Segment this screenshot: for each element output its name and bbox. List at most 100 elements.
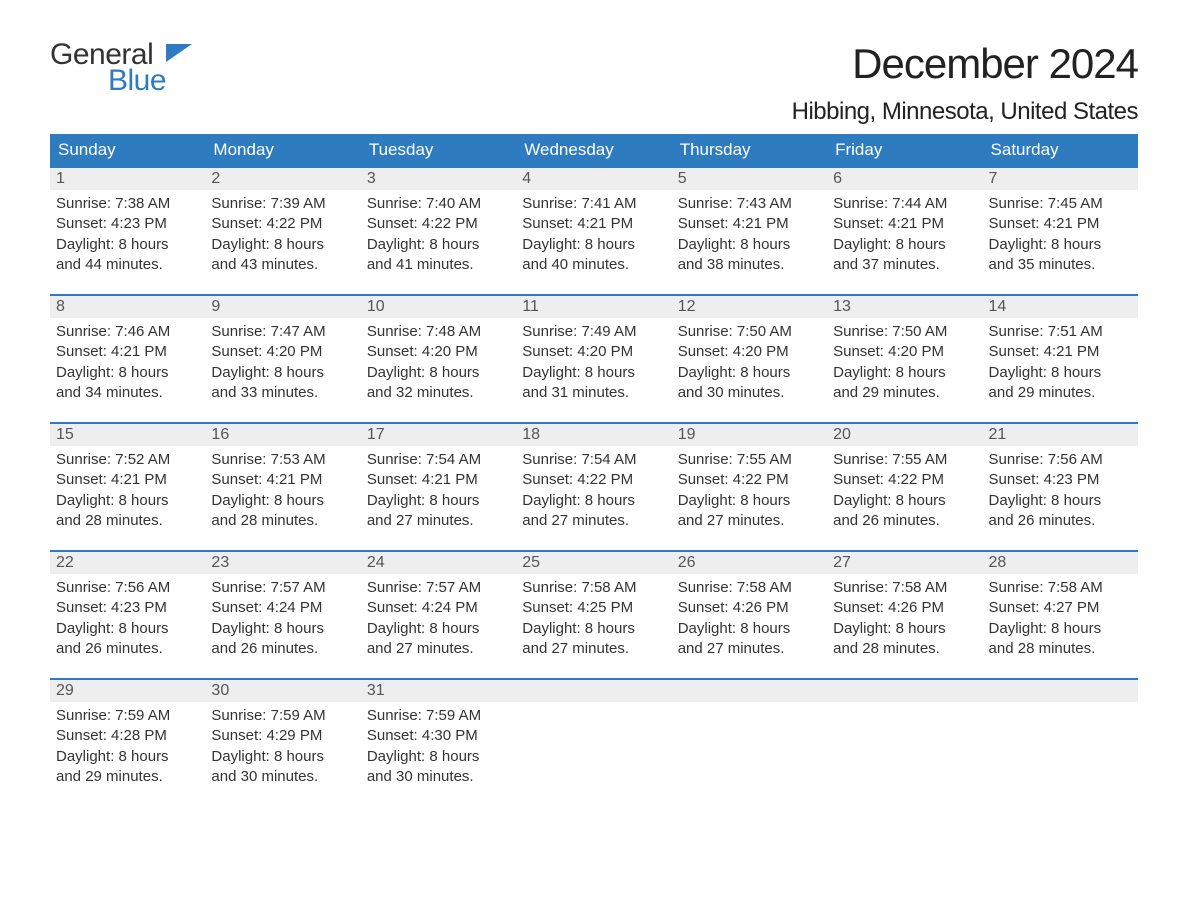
calendar-day: 20Sunrise: 7:55 AMSunset: 4:22 PMDayligh… [827, 424, 982, 536]
day-number: 30 [211, 682, 229, 699]
sunrise-text: Sunrise: 7:54 AM [367, 450, 510, 470]
daylight-line2: and 35 minutes. [989, 255, 1132, 275]
sunrise-text: Sunrise: 7:50 AM [678, 322, 821, 342]
weekday-header-row: SundayMondayTuesdayWednesdayThursdayFrid… [50, 134, 1138, 166]
sunset-text: Sunset: 4:26 PM [678, 598, 821, 618]
day-body: Sunrise: 7:53 AMSunset: 4:21 PMDaylight:… [205, 446, 360, 535]
sunset-text: Sunset: 4:22 PM [522, 470, 665, 490]
day-body: Sunrise: 7:56 AMSunset: 4:23 PMDaylight:… [50, 574, 205, 663]
daylight-line2: and 32 minutes. [367, 383, 510, 403]
daylight-line1: Daylight: 8 hours [522, 363, 665, 383]
sunset-text: Sunset: 4:20 PM [678, 342, 821, 362]
day-number-row [827, 680, 982, 702]
daylight-line2: and 27 minutes. [367, 511, 510, 531]
day-number: 3 [367, 170, 376, 187]
daylight-line1: Daylight: 8 hours [989, 619, 1132, 639]
day-number-row: 10 [361, 296, 516, 318]
calendar-day: 26Sunrise: 7:58 AMSunset: 4:26 PMDayligh… [672, 552, 827, 664]
calendar-day: 31Sunrise: 7:59 AMSunset: 4:30 PMDayligh… [361, 680, 516, 792]
daylight-line1: Daylight: 8 hours [678, 363, 821, 383]
weekday-sunday: Sunday [50, 134, 205, 166]
calendar-day: 9Sunrise: 7:47 AMSunset: 4:20 PMDaylight… [205, 296, 360, 408]
calendar-day: 8Sunrise: 7:46 AMSunset: 4:21 PMDaylight… [50, 296, 205, 408]
day-body: Sunrise: 7:49 AMSunset: 4:20 PMDaylight:… [516, 318, 671, 407]
day-number-row: 6 [827, 168, 982, 190]
daylight-line2: and 27 minutes. [522, 511, 665, 531]
daylight-line1: Daylight: 8 hours [833, 491, 976, 511]
calendar-day: 4Sunrise: 7:41 AMSunset: 4:21 PMDaylight… [516, 168, 671, 280]
daylight-line1: Daylight: 8 hours [56, 235, 199, 255]
day-number: 23 [211, 554, 229, 571]
daylight-line2: and 30 minutes. [367, 767, 510, 787]
daylight-line1: Daylight: 8 hours [522, 619, 665, 639]
sunset-text: Sunset: 4:20 PM [522, 342, 665, 362]
day-number: 19 [678, 426, 696, 443]
daylight-line1: Daylight: 8 hours [678, 491, 821, 511]
day-number: 20 [833, 426, 851, 443]
sunset-text: Sunset: 4:21 PM [367, 470, 510, 490]
day-number: 25 [522, 554, 540, 571]
day-number-row: 18 [516, 424, 671, 446]
day-number: 1 [56, 170, 65, 187]
calendar-day: 2Sunrise: 7:39 AMSunset: 4:22 PMDaylight… [205, 168, 360, 280]
weekday-wednesday: Wednesday [516, 134, 671, 166]
sunset-text: Sunset: 4:20 PM [211, 342, 354, 362]
daylight-line2: and 41 minutes. [367, 255, 510, 275]
calendar: SundayMondayTuesdayWednesdayThursdayFrid… [50, 134, 1138, 792]
day-number-row: 25 [516, 552, 671, 574]
sunrise-text: Sunrise: 7:59 AM [56, 706, 199, 726]
day-number-row [516, 680, 671, 702]
calendar-day: 29Sunrise: 7:59 AMSunset: 4:28 PMDayligh… [50, 680, 205, 792]
sunset-text: Sunset: 4:22 PM [367, 214, 510, 234]
weekday-monday: Monday [205, 134, 360, 166]
day-body: Sunrise: 7:47 AMSunset: 4:20 PMDaylight:… [205, 318, 360, 407]
day-body: Sunrise: 7:57 AMSunset: 4:24 PMDaylight:… [361, 574, 516, 663]
sunrise-text: Sunrise: 7:51 AM [989, 322, 1132, 342]
day-body: Sunrise: 7:56 AMSunset: 4:23 PMDaylight:… [983, 446, 1138, 535]
calendar-day: 11Sunrise: 7:49 AMSunset: 4:20 PMDayligh… [516, 296, 671, 408]
sunset-text: Sunset: 4:21 PM [833, 214, 976, 234]
daylight-line2: and 27 minutes. [678, 639, 821, 659]
sunset-text: Sunset: 4:22 PM [678, 470, 821, 490]
daylight-line1: Daylight: 8 hours [56, 363, 199, 383]
week-row: 15Sunrise: 7:52 AMSunset: 4:21 PMDayligh… [50, 422, 1138, 536]
sunset-text: Sunset: 4:21 PM [56, 470, 199, 490]
day-body: Sunrise: 7:58 AMSunset: 4:25 PMDaylight:… [516, 574, 671, 663]
day-body: Sunrise: 7:58 AMSunset: 4:26 PMDaylight:… [672, 574, 827, 663]
day-number-row: 13 [827, 296, 982, 318]
day-number-row: 3 [361, 168, 516, 190]
calendar-day: 17Sunrise: 7:54 AMSunset: 4:21 PMDayligh… [361, 424, 516, 536]
sunset-text: Sunset: 4:27 PM [989, 598, 1132, 618]
calendar-day: 30Sunrise: 7:59 AMSunset: 4:29 PMDayligh… [205, 680, 360, 792]
calendar-day: 15Sunrise: 7:52 AMSunset: 4:21 PMDayligh… [50, 424, 205, 536]
calendar-day: 6 Sunrise: 7:44 AMSunset: 4:21 PMDaylight… [827, 168, 982, 280]
sunrise-text: Sunrise: 7:48 AM [367, 322, 510, 342]
day-number: 12 [678, 298, 696, 315]
calendar-day-empty [516, 680, 671, 792]
daylight-line1: Daylight: 8 hours [833, 619, 976, 639]
month-title: December 2024 [792, 40, 1138, 88]
day-number: 29 [56, 682, 74, 699]
daylight-line1: Daylight: 8 hours [211, 747, 354, 767]
calendar-day: 1Sunrise: 7:38 AMSunset: 4:23 PMDaylight… [50, 168, 205, 280]
day-body: Sunrise: 7:40 AMSunset: 4:22 PMDaylight:… [361, 190, 516, 279]
day-number-row: 12 [672, 296, 827, 318]
daylight-line2: and 28 minutes. [989, 639, 1132, 659]
day-body: Sunrise: 7:45 AMSunset: 4:21 PMDaylight:… [983, 190, 1138, 279]
daylight-line2: and 37 minutes. [833, 255, 976, 275]
sunrise-text: Sunrise: 7:57 AM [367, 578, 510, 598]
sunset-text: Sunset: 4:24 PM [367, 598, 510, 618]
daylight-line1: Daylight: 8 hours [989, 235, 1132, 255]
calendar-day: 12 Sunrise: 7:50 AMSunset: 4:20 PMDayligh… [672, 296, 827, 408]
day-body: Sunrise: 7:44 AMSunset: 4:21 PMDaylight:… [827, 190, 982, 279]
day-body: Sunrise: 7:50 AMSunset: 4:20 PMDaylight:… [827, 318, 982, 407]
day-number: 6 [833, 170, 842, 187]
daylight-line2: and 27 minutes. [678, 511, 821, 531]
logo-text: General Blue [50, 40, 166, 96]
daylight-line2: and 38 minutes. [678, 255, 821, 275]
sunset-text: Sunset: 4:23 PM [989, 470, 1132, 490]
day-body: Sunrise: 7:54 AMSunset: 4:22 PMDaylight:… [516, 446, 671, 535]
day-number: 7 [989, 170, 998, 187]
daylight-line1: Daylight: 8 hours [56, 747, 199, 767]
day-number: 22 [56, 554, 74, 571]
